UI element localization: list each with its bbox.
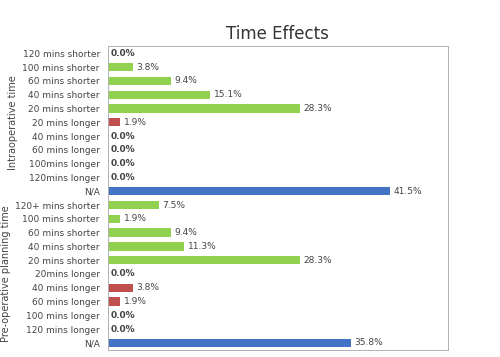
Text: 41.5%: 41.5% xyxy=(393,187,422,196)
Text: 0.0%: 0.0% xyxy=(111,325,136,334)
Bar xyxy=(108,228,172,237)
Text: 3.8%: 3.8% xyxy=(136,283,160,292)
Text: 0.0%: 0.0% xyxy=(111,311,136,320)
Text: 1.9%: 1.9% xyxy=(124,297,147,306)
Text: Time Effects: Time Effects xyxy=(226,25,329,43)
Bar xyxy=(108,297,120,306)
Text: 7.5%: 7.5% xyxy=(162,201,185,210)
Bar xyxy=(108,242,184,251)
Bar xyxy=(108,77,172,85)
Text: 1.9%: 1.9% xyxy=(124,214,147,223)
Bar xyxy=(108,91,210,99)
Bar xyxy=(108,215,120,223)
Text: 0.0%: 0.0% xyxy=(111,173,136,182)
Text: 11.3%: 11.3% xyxy=(188,242,216,251)
Bar xyxy=(108,118,120,126)
Text: 0.0%: 0.0% xyxy=(111,49,136,58)
Text: 28.3%: 28.3% xyxy=(304,104,332,113)
Text: 0.0%: 0.0% xyxy=(111,145,136,154)
Bar xyxy=(108,104,300,112)
Text: 1.9%: 1.9% xyxy=(124,118,147,127)
Text: 9.4%: 9.4% xyxy=(175,228,198,237)
Bar xyxy=(108,284,134,292)
Text: 15.1%: 15.1% xyxy=(214,90,242,99)
Text: 35.8%: 35.8% xyxy=(354,338,383,347)
Text: 0.0%: 0.0% xyxy=(111,159,136,168)
Y-axis label: Intraoperative time: Intraoperative time xyxy=(8,75,18,170)
Y-axis label: Pre-operative planning time: Pre-operative planning time xyxy=(1,206,11,342)
Text: 3.8%: 3.8% xyxy=(136,62,160,72)
Text: 9.4%: 9.4% xyxy=(175,76,198,85)
Bar xyxy=(108,256,300,264)
Text: 28.3%: 28.3% xyxy=(304,256,332,265)
Text: 0.0%: 0.0% xyxy=(111,270,136,278)
Bar xyxy=(108,187,390,195)
Bar xyxy=(108,339,351,347)
Text: 0.0%: 0.0% xyxy=(111,132,136,141)
Bar xyxy=(108,201,158,209)
Bar xyxy=(108,63,134,71)
